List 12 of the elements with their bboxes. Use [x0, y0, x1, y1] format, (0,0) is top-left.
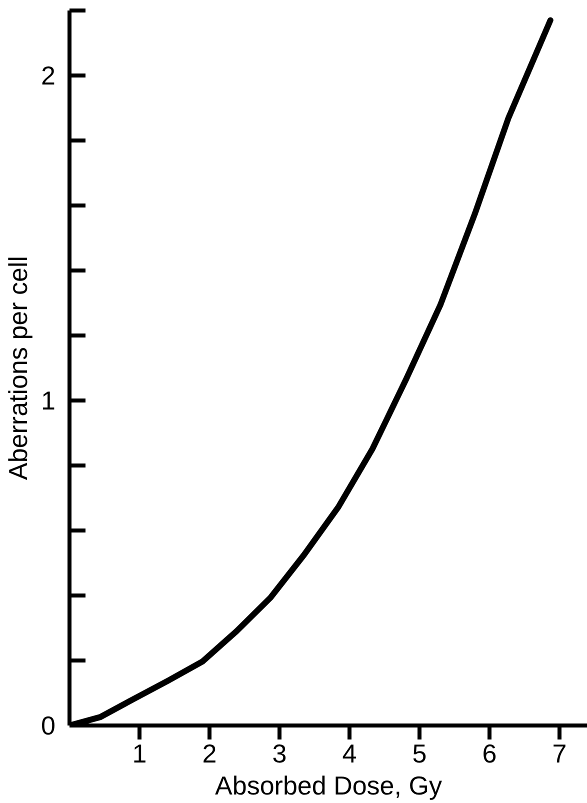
x-tick-label: 7 — [552, 738, 567, 768]
x-tick-label: 3 — [272, 738, 287, 768]
x-tick-label: 4 — [342, 738, 357, 768]
x-tick-label: 1 — [132, 738, 147, 768]
y-axis-title: Aberrations per cell — [3, 256, 34, 480]
x-axis-title: Absorbed Dose, Gy — [215, 770, 442, 800]
y-tick-label: 2 — [41, 60, 56, 90]
x-tick-label: 6 — [482, 738, 497, 768]
y-tick-label: 1 — [41, 386, 56, 416]
x-tick-label: 2 — [202, 738, 217, 768]
y-tick-label: 0 — [41, 710, 56, 740]
x-tick-label: 5 — [412, 738, 427, 768]
